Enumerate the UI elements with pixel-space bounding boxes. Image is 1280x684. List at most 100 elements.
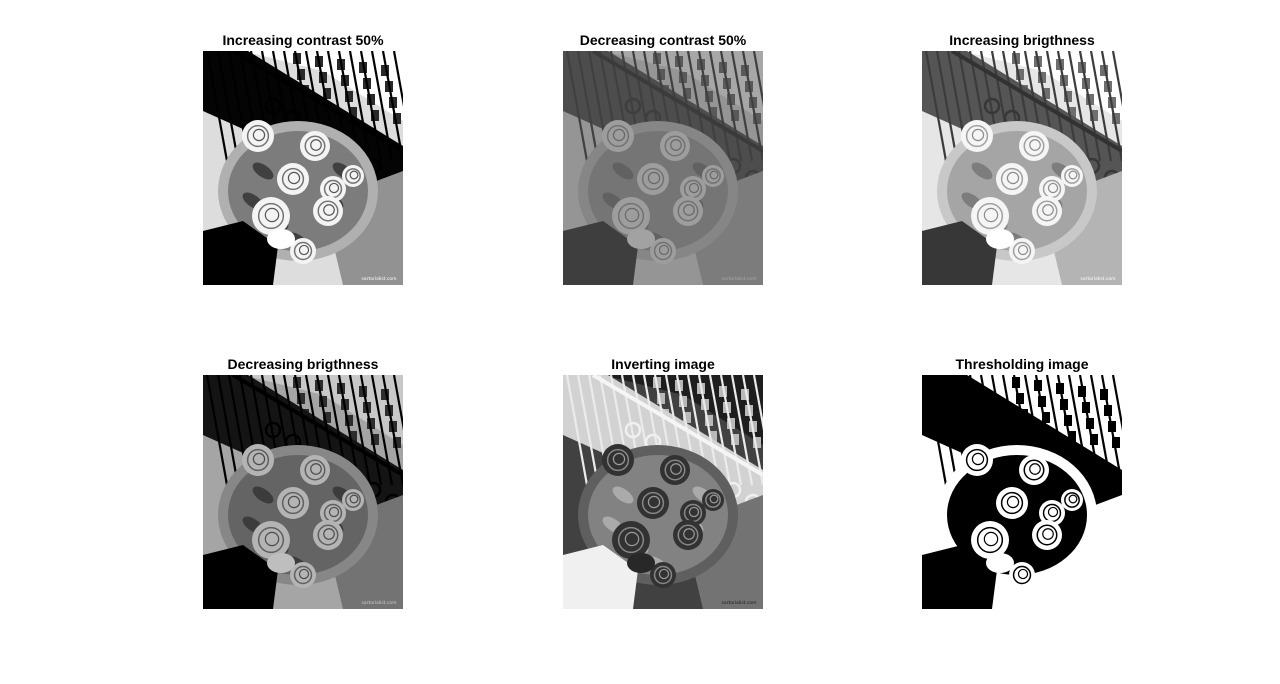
subplot-title: Thresholding image <box>955 356 1089 372</box>
photo-svg: sartorialist.com <box>203 375 403 609</box>
photo-svg: sartorialist.com <box>922 375 1122 609</box>
railing-bar <box>576 51 600 162</box>
rose-petal <box>641 167 665 191</box>
rose-outer <box>996 163 1028 195</box>
rose <box>660 455 690 485</box>
railing-bar <box>935 51 959 162</box>
railing-bar <box>752 375 763 431</box>
leaf <box>971 486 993 504</box>
building-window <box>709 107 717 118</box>
railing-top-rail <box>591 51 763 153</box>
rose-petal <box>246 124 270 148</box>
dark-sleeve <box>203 545 278 609</box>
rose-center <box>323 204 335 216</box>
building-window <box>741 389 749 400</box>
rose-center <box>688 506 700 518</box>
rose-petal <box>965 124 989 148</box>
rose-center <box>658 244 670 256</box>
rose-petal <box>1023 459 1045 481</box>
rose-outer <box>313 196 343 226</box>
rose <box>660 131 690 161</box>
rose-outer <box>313 520 343 550</box>
railing-top-rail <box>591 375 763 477</box>
building-window <box>371 110 379 121</box>
rose-outer <box>1019 455 1049 485</box>
rose-outer <box>277 163 309 195</box>
building-window <box>1064 91 1072 102</box>
building-window <box>1090 434 1098 445</box>
rose-center <box>709 494 719 504</box>
rose-center <box>298 568 310 580</box>
railing-bar <box>719 51 743 162</box>
rose-outer <box>660 455 690 485</box>
rose <box>277 163 309 195</box>
building-window <box>1112 113 1120 124</box>
rose <box>1009 238 1035 264</box>
rose <box>602 444 634 476</box>
building-window <box>1068 107 1076 118</box>
rose <box>242 444 274 476</box>
leaf <box>971 162 993 180</box>
railing-bar <box>359 375 383 486</box>
rose-center <box>264 207 280 223</box>
rose <box>1019 455 1049 485</box>
rose-center <box>670 139 682 151</box>
rose-center <box>298 244 310 256</box>
rose <box>290 562 316 588</box>
rose-petal <box>281 491 305 515</box>
rose-petal <box>677 524 699 546</box>
railing-bar <box>708 51 732 162</box>
building-window <box>753 113 761 124</box>
subplot-title: Decreasing contrast 50% <box>579 32 747 48</box>
railing-top-rail <box>950 375 1122 477</box>
rose <box>971 521 1009 559</box>
rose-petal <box>606 124 630 148</box>
building-window <box>381 65 389 76</box>
railing-top-rail <box>231 375 403 477</box>
rose-petal <box>345 492 361 508</box>
rose-center <box>328 182 340 194</box>
dark-sleeve <box>922 221 997 285</box>
building-window <box>1090 110 1098 121</box>
rose <box>1061 489 1083 511</box>
rose-petal <box>653 565 673 585</box>
railing-curl <box>264 421 282 439</box>
rose <box>1039 176 1065 202</box>
building-window <box>1038 72 1046 83</box>
rose-petal <box>1000 167 1024 191</box>
leaf <box>612 162 634 180</box>
railing-bar <box>719 375 743 486</box>
rose-outer <box>242 444 274 476</box>
rose-outer <box>637 487 669 519</box>
rose <box>612 521 650 559</box>
railing-bar <box>708 375 732 486</box>
subplot-title: Inverting image <box>611 356 715 372</box>
building-window <box>1064 415 1072 426</box>
rose <box>252 521 290 559</box>
railing-bar <box>381 375 403 486</box>
rose-outer <box>612 521 650 559</box>
rose-outer <box>673 196 703 226</box>
rose-petal <box>664 459 686 481</box>
rose-outer <box>612 197 650 235</box>
railing-curl <box>983 421 1001 439</box>
rose-center <box>1017 568 1029 580</box>
rose-petal <box>1012 565 1032 585</box>
rose <box>342 165 364 187</box>
railing-bar <box>1067 375 1091 486</box>
building-window <box>727 94 735 105</box>
rose-outer <box>996 487 1028 519</box>
rose-center <box>683 204 695 216</box>
rose-petal <box>257 526 285 554</box>
railing-bar <box>348 51 372 162</box>
hand <box>627 229 655 249</box>
building-window <box>1086 94 1094 105</box>
building-window <box>1100 65 1108 76</box>
watermark-text: sartorialist.com <box>1081 276 1116 282</box>
building-window <box>381 389 389 400</box>
hand <box>267 553 295 573</box>
railing-bar <box>1111 375 1122 431</box>
rose <box>1009 562 1035 588</box>
watermark-text: sartorialist.com <box>722 600 757 606</box>
building-window <box>727 418 735 429</box>
